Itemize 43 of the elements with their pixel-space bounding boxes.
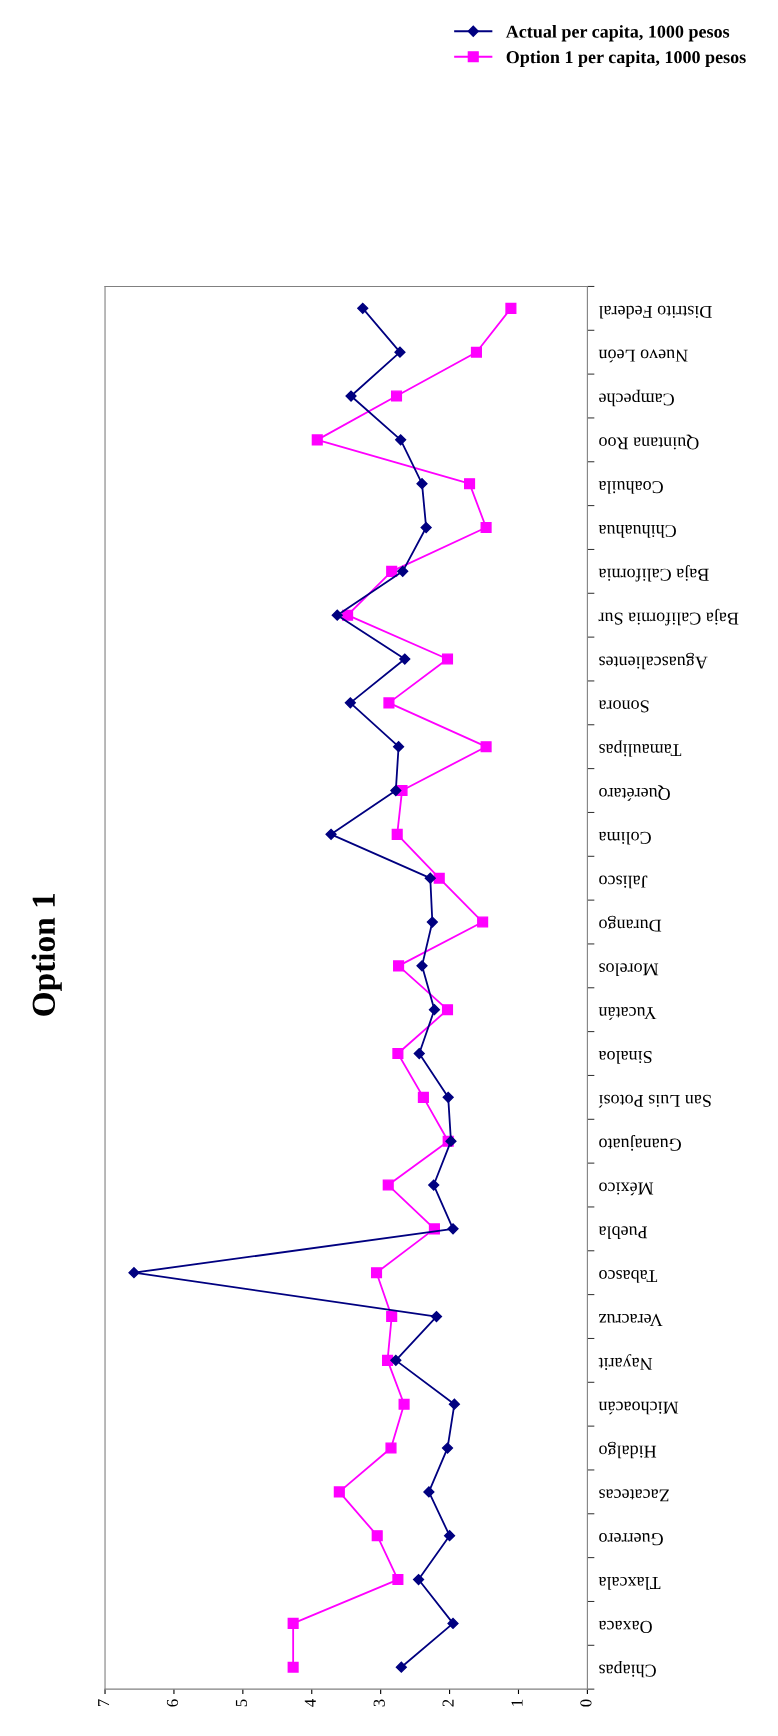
y-tick-label: Zacatecas — [599, 1489, 669, 1502]
y-tick-label: Aguascalientes — [599, 652, 708, 670]
y-tick-label: Oaxaca — [598, 1620, 652, 1633]
y-tick-label: Yucatán — [598, 1007, 657, 1020]
y-tick-label: Sonora — [598, 700, 649, 713]
x-tick-label: 5 — [235, 1699, 248, 1707]
y-tick-label: Morelos — [599, 963, 659, 976]
y-tick-label: Baja California Sur — [598, 608, 739, 626]
y-tick-label: Veracruz — [599, 1313, 663, 1326]
y-tick-label: Guerrero — [599, 1533, 663, 1546]
legend-label: Actual per capita, 1000 pesos — [505, 25, 730, 42]
y-tick-label: Nayarit — [598, 1354, 653, 1370]
y-tick-label: Puebla — [598, 1226, 648, 1239]
y-tick-label: Guanajuato — [599, 1134, 681, 1151]
y-tick-label: Sinaloa — [598, 1050, 652, 1064]
y-tick-label: Coahuila — [598, 481, 663, 494]
y-tick-label: Chiapas — [599, 1660, 656, 1678]
y-tick-label: Durango — [599, 915, 662, 932]
y-tick-label: Michoacán — [598, 1401, 679, 1415]
x-tick-label: 1 — [511, 1699, 523, 1706]
y-tick-label: Jalisco — [599, 875, 648, 889]
x-tick-label: 6 — [166, 1699, 179, 1707]
legend-label: Option 1 per capita, 1000 pesos — [506, 50, 746, 67]
y-tick-label: Campeche — [599, 389, 674, 407]
y-tick-label: Chihuahua — [598, 524, 676, 538]
x-tick-label: 4 — [304, 1699, 316, 1707]
y-tick-label: Tlaxcala — [598, 1576, 661, 1590]
x-tick-label: 3 — [373, 1699, 385, 1707]
x-tick-label: 0 — [580, 1699, 592, 1707]
y-tick-label: Quintana Roo — [599, 434, 699, 450]
y-tick-label: Distrito Federal — [598, 305, 712, 319]
y-tick-label: Hidalgo — [599, 1441, 657, 1459]
y-tick-label: Baja California — [598, 565, 709, 582]
y-tick-label: Colima — [598, 831, 651, 845]
y-tick-label: México — [599, 1182, 654, 1196]
x-tick-label: 7 — [98, 1699, 110, 1707]
y-tick-label: San Luis Potosí — [598, 1094, 711, 1108]
x-tick-label: 2 — [442, 1699, 454, 1707]
y-tick-label: Nuevo León — [598, 349, 688, 363]
text: Option 1 — [31, 894, 62, 1016]
y-tick-label: Tabasco — [599, 1270, 658, 1283]
y-tick-label: Querétaro — [599, 785, 670, 801]
y-tick-label: Tamaulipas — [599, 740, 682, 757]
